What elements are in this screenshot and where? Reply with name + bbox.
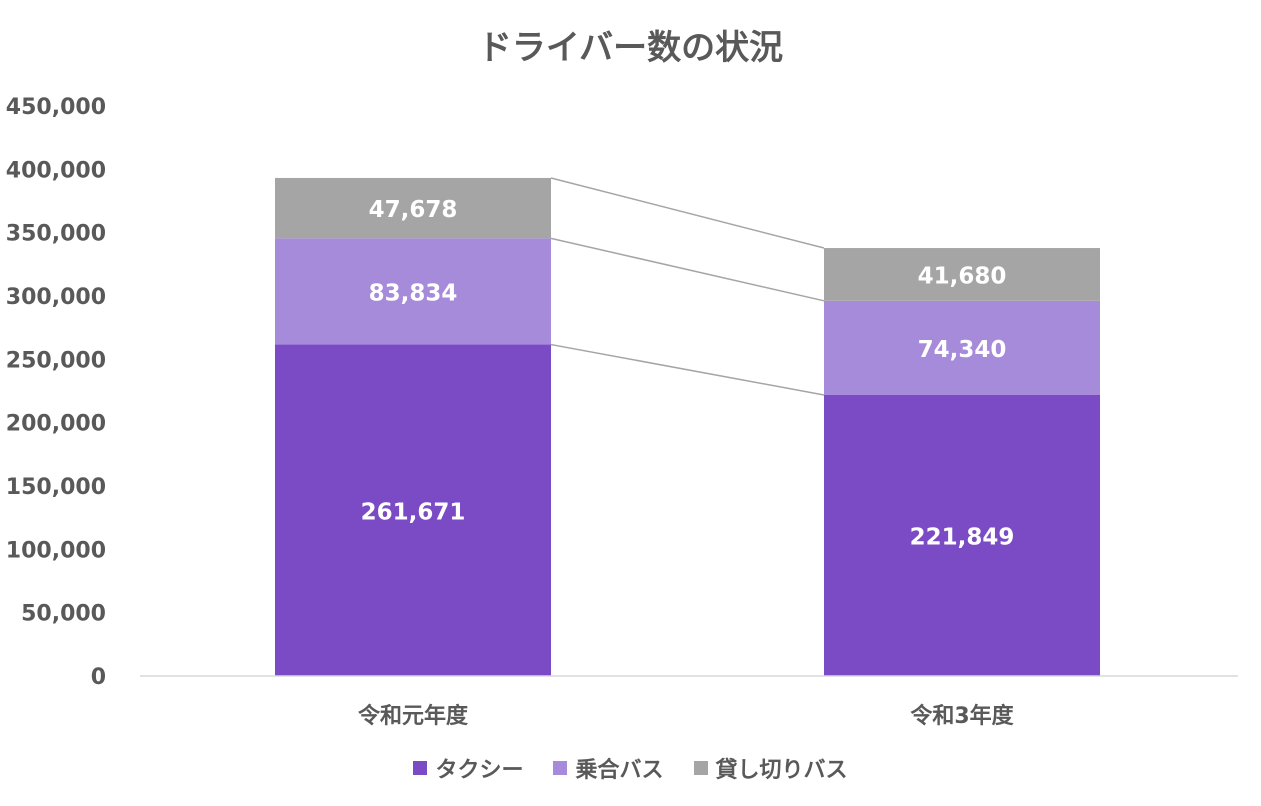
data-label: 41,680 <box>918 263 1007 289</box>
y-tick-label: 0 <box>91 665 106 690</box>
series-line <box>550 343 825 396</box>
x-axis-categories: 令和元年度 令和3年度 <box>358 703 1015 729</box>
series-line <box>550 177 825 249</box>
y-tick-label: 200,000 <box>6 412 106 437</box>
series-line <box>550 237 825 302</box>
series-connector-lines <box>550 177 825 396</box>
bars: 261,671 83,834 47,678 221,849 74,340 41,680 <box>275 177 1100 676</box>
data-label: 47,678 <box>369 197 458 223</box>
bar-segment <box>824 300 1100 395</box>
bar-segment <box>824 394 1100 676</box>
y-tick-label: 450,000 <box>6 95 106 120</box>
data-label: 74,340 <box>918 337 1007 363</box>
y-tick-label: 50,000 <box>21 602 106 627</box>
bar-segment <box>275 238 551 345</box>
y-tick-label: 400,000 <box>6 158 106 183</box>
bar-segment <box>275 177 551 239</box>
legend-swatch <box>413 761 428 775</box>
legend: タクシー 乗合バス 貸し切りバス <box>0 752 1261 784</box>
y-axis: 0 50,000 100,000 150,000 200,000 250,000 300,0… <box>6 95 106 690</box>
chart-title: ドライバー数の状況 <box>477 28 784 68</box>
bar-segment <box>824 248 1100 301</box>
y-tick-label: 250,000 <box>6 348 106 373</box>
y-tick-label: 350,000 <box>6 222 106 247</box>
legend-label: 乗合バス <box>575 758 664 783</box>
data-label: 221,849 <box>910 524 1015 550</box>
legend-swatch <box>553 761 568 775</box>
x-tick-label: 令和3年度 <box>910 703 1014 729</box>
legend-item: 乗合バス <box>553 752 664 784</box>
bar-segment <box>275 344 551 676</box>
y-tick-label: 150,000 <box>6 475 106 500</box>
legend-item: 貸し切りバス <box>693 752 848 784</box>
data-label: 261,671 <box>361 499 466 525</box>
y-tick-label: 300,000 <box>6 285 106 310</box>
y-tick-label: 100,000 <box>6 538 106 563</box>
x-tick-label: 令和元年度 <box>358 703 469 729</box>
legend-item: タクシー <box>413 752 523 784</box>
legend-swatch <box>693 761 708 775</box>
legend-label: タクシー <box>435 758 524 783</box>
data-label: 83,834 <box>369 280 458 306</box>
legend-label: 貸し切りバス <box>715 758 848 783</box>
